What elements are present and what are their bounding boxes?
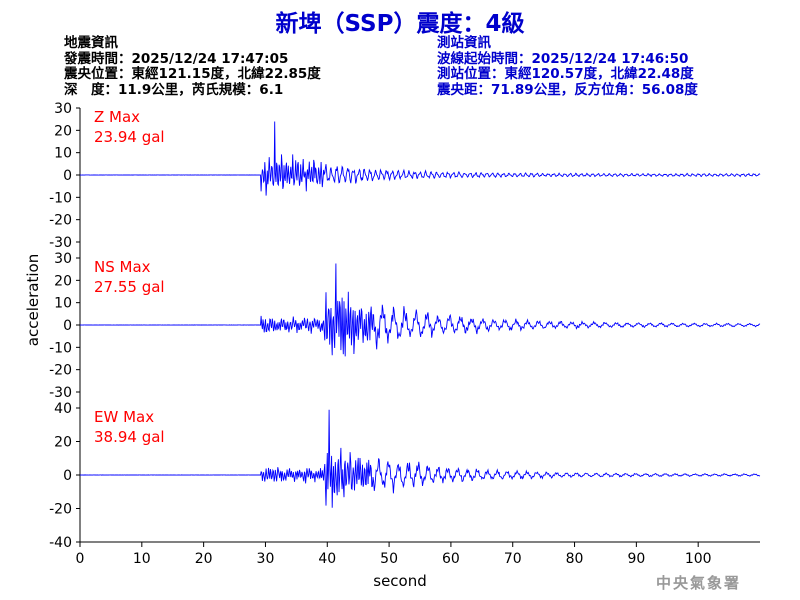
y-tick-label: 0 xyxy=(63,468,72,484)
y-tick-label: -20 xyxy=(49,213,72,229)
x-tick-label: 0 xyxy=(76,551,85,567)
max-label-ew: EW Max xyxy=(94,408,154,426)
y-tick-label: -30 xyxy=(49,235,72,251)
waveform-ns xyxy=(79,263,761,357)
x-axis-label: second xyxy=(373,572,427,590)
y-tick-label: -40 xyxy=(49,535,72,551)
y-tick-label: 20 xyxy=(54,123,72,139)
waveform-ew xyxy=(79,409,761,508)
earthquake-info-heading: 地震資訊 xyxy=(64,35,118,51)
station-location: 測站位置：東經120.57度，北緯22.48度 xyxy=(437,66,694,82)
max-label-z: Z Max xyxy=(94,108,140,126)
x-tick-label: 40 xyxy=(318,551,336,567)
x-tick-label: 30 xyxy=(257,551,275,567)
chart-title: 新埤（SSP）震度：4級 xyxy=(275,11,525,37)
max-value-ew: 38.94 gal xyxy=(94,428,165,446)
origin-time: 發震時間：2025/12/24 17:47:05 xyxy=(64,50,289,67)
y-tick-label: 0 xyxy=(63,168,72,184)
x-tick-label: 100 xyxy=(685,551,712,567)
x-tick-label: 90 xyxy=(627,551,645,567)
waveform-z xyxy=(79,121,761,196)
epicenter-location: 震央位置：東經121.15度，北緯22.85度 xyxy=(64,66,321,82)
y-tick-label: 10 xyxy=(54,296,72,312)
y-tick-label: 20 xyxy=(54,273,72,289)
y-tick-label: 0 xyxy=(63,318,72,334)
station-info: 測站資訊 波線起始時間：2025/12/24 17:46:50 測站位置：東經1… xyxy=(437,35,698,98)
x-tick-label: 10 xyxy=(133,551,151,567)
x-tick-label: 50 xyxy=(380,551,398,567)
x-tick-label: 20 xyxy=(195,551,213,567)
y-tick-label: 40 xyxy=(54,401,72,417)
y-tick-label: 10 xyxy=(54,146,72,162)
y-tick-label: -10 xyxy=(49,190,72,206)
x-tick-label: 70 xyxy=(504,551,522,567)
depth-magnitude: 深 度：11.9公里，芮氏規模：6.1 xyxy=(64,81,284,98)
y-tick-label: -20 xyxy=(49,502,72,518)
y-tick-label: -30 xyxy=(49,385,72,401)
earthquake-info: 地震資訊 發震時間：2025/12/24 17:47:05 震央位置：東經121… xyxy=(64,35,321,98)
y-axis-label: acceleration xyxy=(24,254,42,346)
y-tick-label: -20 xyxy=(49,363,72,379)
station-info-heading: 測站資訊 xyxy=(437,35,491,51)
y-tick-label: 30 xyxy=(54,101,72,117)
distance-azimuth: 震央距：71.89公里，反方位角：56.08度 xyxy=(437,81,698,98)
max-value-ns: 27.55 gal xyxy=(94,278,165,296)
y-tick-label: 30 xyxy=(54,251,72,267)
wave-start-time: 波線起始時間：2025/12/24 17:46:50 xyxy=(437,50,689,67)
agency-credit: 中央氣象署 xyxy=(656,574,742,592)
max-label-ns: NS Max xyxy=(94,258,151,276)
y-tick-label: 20 xyxy=(54,435,72,451)
max-value-z: 23.94 gal xyxy=(94,128,165,146)
x-tick-label: 80 xyxy=(566,551,584,567)
y-tick-label: -10 xyxy=(49,340,72,356)
x-tick-label: 60 xyxy=(442,551,460,567)
